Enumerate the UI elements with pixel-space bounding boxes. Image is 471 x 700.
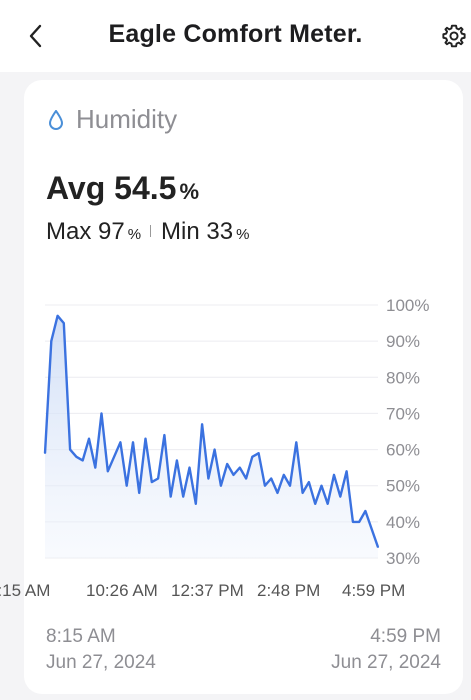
water-drop-icon — [48, 109, 64, 130]
page-title: Eagle Comfort Meter. — [108, 20, 363, 48]
range-end-date: Jun 27, 2024 — [331, 652, 441, 673]
max-unit: % — [127, 226, 142, 243]
range-start-time: 8:15 AM — [46, 626, 116, 647]
min-unit: % — [236, 226, 250, 243]
range-end: 4:59 PM Jun 27, 2024 — [331, 624, 441, 676]
divider — [150, 225, 152, 237]
chevron-left-icon — [29, 24, 42, 48]
range-end-time: 4:59 PM — [370, 626, 441, 647]
gear-icon — [442, 24, 466, 48]
min-label: Min 33 — [161, 218, 234, 245]
settings-button[interactable] — [438, 20, 470, 52]
avg-unit: % — [179, 179, 199, 204]
metric-header: Humidity — [48, 104, 177, 135]
range-start-date: Jun 27, 2024 — [46, 652, 156, 673]
metric-label: Humidity — [76, 104, 178, 134]
max-label: Max 97 — [46, 218, 125, 245]
humidity-card: Humidity Avg 54.5% Max 97% Min 33% 8:15 … — [24, 80, 463, 694]
avg-label: Avg 54.5 — [46, 170, 177, 206]
header-bar: Eagle Comfort Meter. — [0, 0, 471, 72]
average-value: Avg 54.5% — [46, 170, 199, 207]
back-button[interactable] — [22, 20, 50, 52]
range-start: 8:15 AM Jun 27, 2024 — [46, 624, 156, 676]
max-min-summary: Max 97% Min 33% — [46, 218, 249, 246]
